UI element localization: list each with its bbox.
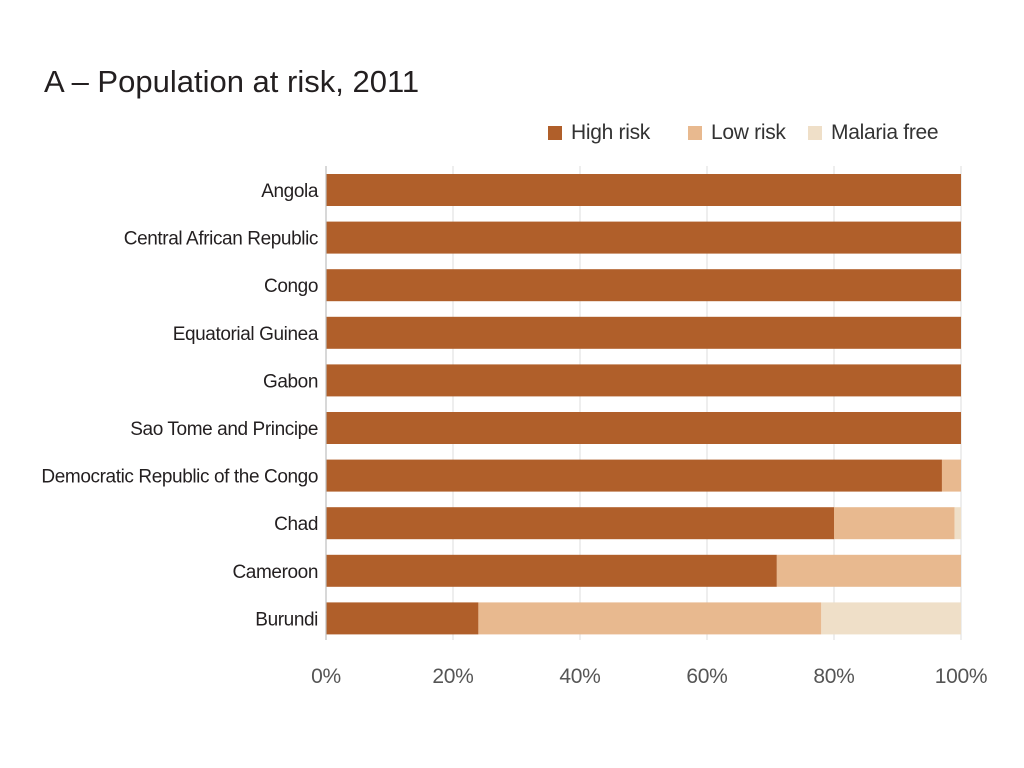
- category-label-6: Democratic Republic of the Congo: [41, 467, 318, 488]
- category-label-1: Central African Republic: [124, 229, 318, 250]
- x-tick-label-4: 80%: [813, 665, 854, 688]
- legend-swatch-malaria-free: [808, 126, 822, 140]
- bar-8-1: [776, 554, 961, 587]
- x-tick-label-5: 100%: [935, 665, 988, 688]
- category-label-7: Chad: [274, 514, 318, 535]
- category-label-3: Equatorial Guinea: [173, 324, 319, 345]
- bar-7-0: [326, 507, 834, 540]
- legend-item-high-risk: High risk: [548, 118, 650, 148]
- legend-label-high-risk: High risk: [571, 121, 650, 144]
- bar-2-0: [326, 269, 961, 302]
- bar-0-0: [326, 174, 961, 206]
- legend-label-low-risk: Low risk: [711, 121, 786, 144]
- x-tick-label-3: 60%: [686, 665, 727, 688]
- bar-5-0: [326, 412, 961, 444]
- x-tick-label-1: 20%: [432, 665, 473, 688]
- chart-title: A – Population at risk, 2011: [44, 64, 420, 99]
- bar-3-0: [326, 316, 961, 349]
- legend-label-malaria-free: Malaria free: [831, 121, 939, 144]
- bar-7-2: [954, 507, 961, 540]
- x-tick-label-0: 0%: [311, 665, 341, 688]
- bar-8-0: [326, 554, 777, 587]
- bar-9-1: [478, 602, 822, 635]
- bar-6-1: [941, 459, 961, 492]
- category-label-2: Congo: [264, 276, 318, 297]
- category-label-0: Angola: [261, 181, 319, 202]
- legend-item-malaria-free: Malaria free: [808, 118, 939, 148]
- legend-swatch-low-risk: [688, 126, 702, 140]
- legend-item-low-risk: Low risk: [688, 118, 786, 148]
- category-label-9: Burundi: [255, 609, 318, 630]
- bar-9-2: [821, 602, 961, 635]
- legend-swatch-high-risk: [548, 126, 562, 140]
- bar-7-1: [834, 507, 955, 540]
- bar-4-0: [326, 364, 961, 397]
- chart-legend: High risk Low risk Malaria free: [548, 118, 968, 148]
- category-label-4: Gabon: [263, 371, 318, 392]
- bar-1-0: [326, 221, 961, 254]
- category-label-5: Sao Tome and Principe: [130, 419, 318, 440]
- bar-9-0: [326, 602, 479, 635]
- x-tick-label-2: 40%: [559, 665, 600, 688]
- category-label-8: Cameroon: [232, 562, 318, 583]
- bar-6-0: [326, 459, 942, 492]
